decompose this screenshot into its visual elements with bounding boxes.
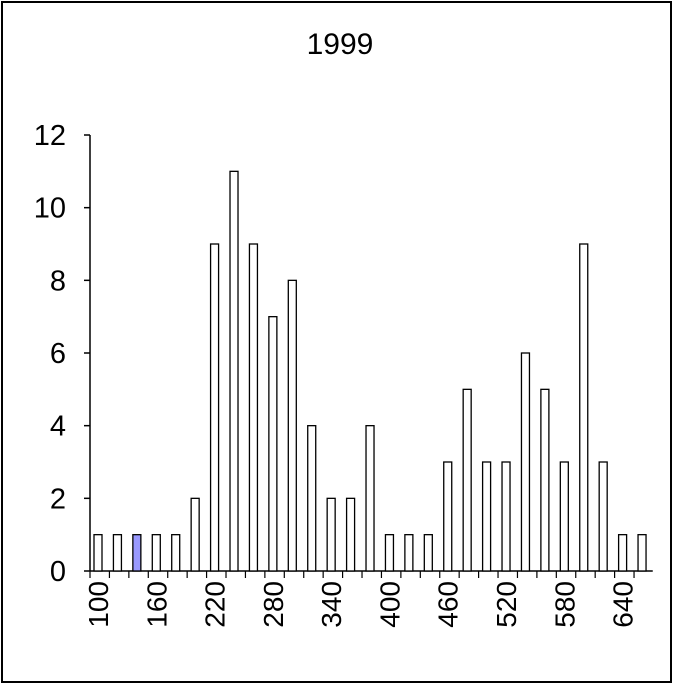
x-tick-label: 580 [549, 581, 580, 628]
x-tick-label: 520 [491, 581, 522, 628]
bar [229, 170, 239, 572]
bar [209, 243, 220, 572]
bar [501, 461, 511, 572]
bar [423, 534, 433, 572]
bar [481, 461, 492, 572]
y-tick-label: 8 [50, 265, 66, 297]
y-tick-label: 0 [50, 556, 66, 588]
x-tick-label: 100 [83, 581, 114, 628]
bar [248, 243, 259, 572]
bar [307, 425, 317, 572]
bar [345, 497, 356, 572]
x-tick-label: 220 [200, 581, 231, 628]
bar [268, 316, 278, 572]
bar [287, 279, 297, 572]
y-tick-label: 6 [50, 338, 66, 370]
bar [171, 534, 181, 572]
bar [540, 388, 550, 572]
x-tick-label: 460 [433, 581, 464, 628]
bar [112, 534, 123, 572]
y-tick-label: 12 [34, 120, 66, 152]
bar [326, 497, 336, 572]
bar [443, 461, 453, 572]
y-tick-label: 2 [50, 483, 66, 515]
bar [365, 425, 375, 572]
chart-title: 1999 [307, 28, 374, 61]
y-tick-label: 10 [34, 193, 66, 225]
bar [404, 534, 414, 572]
bar [384, 534, 395, 572]
x-tick-label: 280 [258, 581, 289, 628]
bar [579, 243, 589, 572]
bar [520, 352, 531, 572]
bars-group [93, 170, 647, 572]
highlighted-bar [132, 534, 142, 572]
bar [598, 461, 608, 572]
x-tick-label: 640 [608, 581, 639, 628]
x-tick-label: 160 [141, 581, 172, 628]
bar [559, 461, 569, 572]
bar [637, 534, 647, 572]
x-tick-label: 340 [316, 581, 347, 628]
bar [151, 534, 161, 572]
bar [462, 388, 472, 572]
x-tick-label: 400 [374, 581, 405, 628]
bar [190, 497, 200, 572]
y-axis: 0 2 4 6 8 10 12 [34, 120, 91, 588]
y-tick-label: 4 [50, 411, 66, 443]
x-axis: 100 160 220 280 340 400 460 520 580 640 [83, 570, 653, 628]
bar [617, 534, 628, 572]
bar [93, 534, 103, 572]
